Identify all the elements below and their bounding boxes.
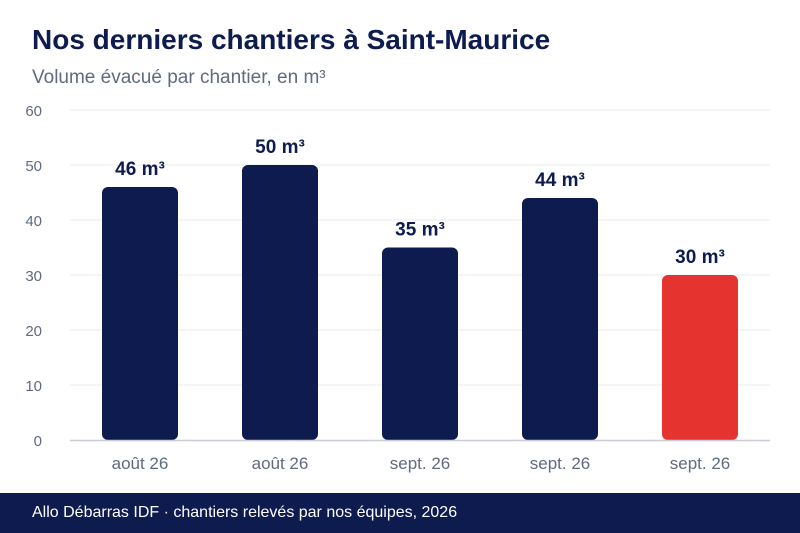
y-tick-label: 40 [25, 213, 42, 230]
y-tick-label: 50 [25, 158, 42, 175]
y-tick-label: 60 [25, 103, 42, 120]
chart-subtitle: Volume évacué par chantier, en m³ [32, 67, 326, 88]
x-tick-label: sept. 26 [390, 454, 451, 473]
y-tick-label: 0 [34, 433, 42, 450]
x-tick-label: sept. 26 [530, 454, 591, 473]
bar [102, 187, 178, 440]
x-tick-label: sept. 26 [670, 454, 731, 473]
x-tick-label: août 26 [252, 454, 309, 473]
bar [382, 247, 458, 440]
bar-chart: 0 10 20 30 40 50 60 46 m³ août 26 50 m³ août 26 35 … [25, 103, 770, 473]
footer-bar: Allo Débarras IDF · chantiers relevés pa… [0, 493, 800, 533]
bar [242, 165, 318, 440]
chart-title: Nos derniers chantiers à Saint-Maurice [32, 24, 551, 55]
bar [522, 198, 598, 440]
bar-value-label: 35 m³ [395, 220, 445, 241]
y-tick-label: 10 [25, 378, 42, 395]
bar-highlighted [662, 275, 738, 440]
bar-value-label: 30 m³ [675, 247, 725, 268]
x-tick-label: août 26 [112, 454, 169, 473]
y-tick-label: 20 [25, 323, 42, 340]
footer-source-text: Allo Débarras IDF · chantiers relevés pa… [32, 504, 458, 521]
bar-value-label: 50 m³ [255, 137, 305, 158]
bar-value-label: 44 m³ [535, 170, 585, 191]
y-tick-label: 30 [25, 268, 42, 285]
bar-value-label: 46 m³ [115, 159, 165, 180]
